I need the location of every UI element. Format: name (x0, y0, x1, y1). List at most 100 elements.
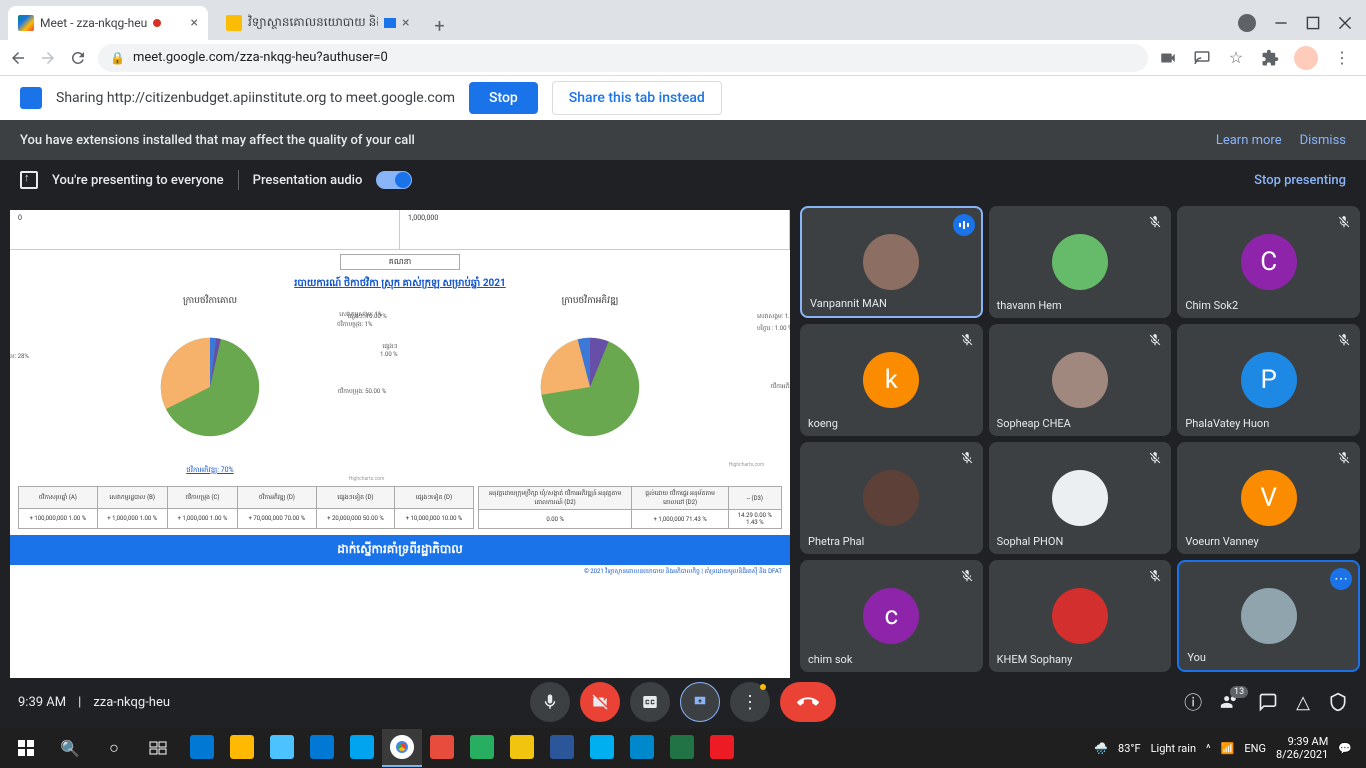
tab-favicon (226, 15, 242, 31)
share-icon (20, 87, 42, 109)
people-button[interactable]: 13 (1220, 692, 1240, 712)
menu-icon[interactable]: ⋮ (1332, 48, 1352, 68)
taskbar-app-mail[interactable] (182, 729, 222, 767)
tray-time: 9:39 AM (1276, 735, 1328, 748)
info-button[interactable]: ⓘ (1184, 689, 1202, 715)
close-icon[interactable]: × (191, 15, 198, 31)
taskview-button[interactable] (138, 732, 178, 764)
extension-icons: ☆ ⋮ (1158, 46, 1358, 70)
taskbar-app-store[interactable] (262, 729, 302, 767)
camera-icon[interactable] (1158, 48, 1178, 68)
participant-tile[interactable]: Phetra Phal (800, 442, 983, 554)
close-icon[interactable]: × (402, 15, 409, 31)
audio-toggle[interactable] (376, 171, 412, 189)
share-instead-button[interactable]: Share this tab instead (552, 81, 722, 115)
weather-text[interactable]: Light rain (1151, 742, 1196, 755)
taskbar-app-word[interactable] (542, 729, 582, 767)
taskbar-app-telegram[interactable] (622, 729, 662, 767)
present-button[interactable] (680, 682, 720, 722)
star-icon[interactable]: ☆ (1226, 48, 1246, 68)
forward-button[interactable] (38, 48, 58, 68)
participant-tile[interactable]: Vanpannit MAN (800, 206, 983, 318)
new-tab-button[interactable]: + (425, 12, 453, 40)
divider (238, 170, 239, 190)
participant-tile[interactable]: VVoeurn Vanney (1177, 442, 1360, 554)
notifications-icon[interactable]: 💬 (1338, 742, 1352, 755)
excel-icon (670, 735, 694, 759)
cortana-button[interactable]: ○ (94, 732, 134, 764)
calculate-tab: គណនា (340, 254, 460, 270)
captions-button[interactable] (630, 682, 670, 722)
close-window-icon[interactable] (1338, 16, 1352, 30)
search-button[interactable]: 🔍 (50, 732, 90, 764)
participant-tile[interactable]: Sopheap CHEA (989, 324, 1172, 436)
back-button[interactable] (8, 48, 28, 68)
language-indicator[interactable]: ENG (1244, 742, 1266, 755)
camera-button[interactable] (580, 682, 620, 722)
participant-tile[interactable]: kkoeng (800, 324, 983, 436)
browser-tab-active[interactable]: Meet - zza-nkqg-heu × (8, 6, 208, 40)
dismiss-link[interactable]: Dismiss (1300, 133, 1346, 148)
telegram-icon (630, 735, 654, 759)
taskbar-app-outlook[interactable] (342, 729, 382, 767)
presentation-area[interactable]: 0 1,000,000 គណនា របាយការណ៍ ថិកាថវិកា ស្រ… (0, 200, 800, 688)
mic-button[interactable] (530, 682, 570, 722)
participant-tile[interactable]: Sophal PHON (989, 442, 1172, 554)
muted-icon (1334, 212, 1354, 232)
window-controls (1238, 14, 1366, 40)
url-input[interactable]: 🔒 meet.google.com/zza-nkqg-heu?authuser=… (98, 44, 1148, 72)
more-options-button[interactable]: ⋮ (730, 682, 770, 722)
stop-presenting-link[interactable]: Stop presenting (1254, 173, 1346, 188)
taskbar-app-edge[interactable] (302, 729, 342, 767)
host-controls-button[interactable] (1328, 692, 1348, 712)
participant-tile[interactable]: thavann Hem (989, 206, 1172, 318)
taskbar-app-app2[interactable] (462, 729, 502, 767)
participant-tile[interactable]: CChim Sok2 (1177, 206, 1360, 318)
clock[interactable]: 9:39 AM 8/26/2021 (1276, 735, 1328, 761)
taskbar-app-app1[interactable] (422, 729, 462, 767)
weather-temp[interactable]: 83°F (1118, 742, 1141, 755)
participant-tile[interactable]: KHEM Sophany (989, 560, 1172, 672)
taskbar-app-skype[interactable] (582, 729, 622, 767)
participant-name: koeng (808, 417, 838, 430)
presenting-bar: You're presenting to everyone Presentati… (0, 160, 1366, 200)
more-icon[interactable]: ⋯ (1330, 568, 1352, 590)
taskbar-app-explorer[interactable] (222, 729, 262, 767)
start-button[interactable] (6, 732, 46, 764)
slide-footer: © 2021 វិទ្យាស្ថានគោលនយោបាយ និងអភិបាលកិច… (10, 565, 790, 578)
pdf-icon (710, 735, 734, 759)
maximize-icon[interactable] (1306, 16, 1320, 30)
taskbar-app-excel[interactable] (662, 729, 702, 767)
clock-text: 9:39 AM (18, 695, 66, 710)
participant-tile[interactable]: You⋯ (1177, 560, 1360, 672)
tab-title: Meet - zza-nkqg-heu (40, 16, 147, 30)
minimize-icon[interactable] (1274, 16, 1288, 30)
profile-avatar[interactable] (1294, 46, 1318, 70)
hangup-button[interactable] (780, 682, 836, 722)
taskbar-app-chrome[interactable] (382, 729, 422, 767)
taskbar-app-pdf[interactable] (702, 729, 742, 767)
meeting-code: zza-nkqg-heu (93, 695, 170, 710)
app2-icon (470, 735, 494, 759)
extensions-icon[interactable] (1260, 48, 1280, 68)
tab-title: វិទ្យាស្ថានគោលនយោបាយ និងអភិបាល (248, 14, 378, 32)
learn-more-link[interactable]: Learn more (1216, 133, 1282, 148)
lock-icon: 🔒 (110, 51, 125, 65)
stop-sharing-button[interactable]: Stop (469, 82, 538, 114)
chat-button[interactable] (1258, 692, 1278, 712)
sharing-text: Sharing http://citizenbudget.apiinstitut… (56, 90, 455, 106)
participant-tile[interactable]: cchim sok (800, 560, 983, 672)
taskbar-app-notes[interactable] (502, 729, 542, 767)
weather-icon[interactable]: 🌧️ (1094, 742, 1108, 755)
input-cell: 1,000,000 (400, 210, 790, 249)
activities-button[interactable]: △ (1296, 692, 1310, 713)
cast-icon[interactable] (1192, 48, 1212, 68)
participant-tile[interactable]: PPhalaVatey Huon (1177, 324, 1360, 436)
presentation-audio-label: Presentation audio (253, 173, 363, 188)
reload-button[interactable] (68, 48, 88, 68)
muted-icon (957, 566, 977, 586)
network-icon[interactable]: 📶 (1221, 742, 1235, 755)
browser-tab-inactive[interactable]: វិទ្យាស្ថានគោលនយោបាយ និងអភិបាល × (216, 6, 419, 40)
tray-chevron-icon[interactable]: ^ (1206, 742, 1211, 755)
muted-icon (1145, 212, 1165, 232)
